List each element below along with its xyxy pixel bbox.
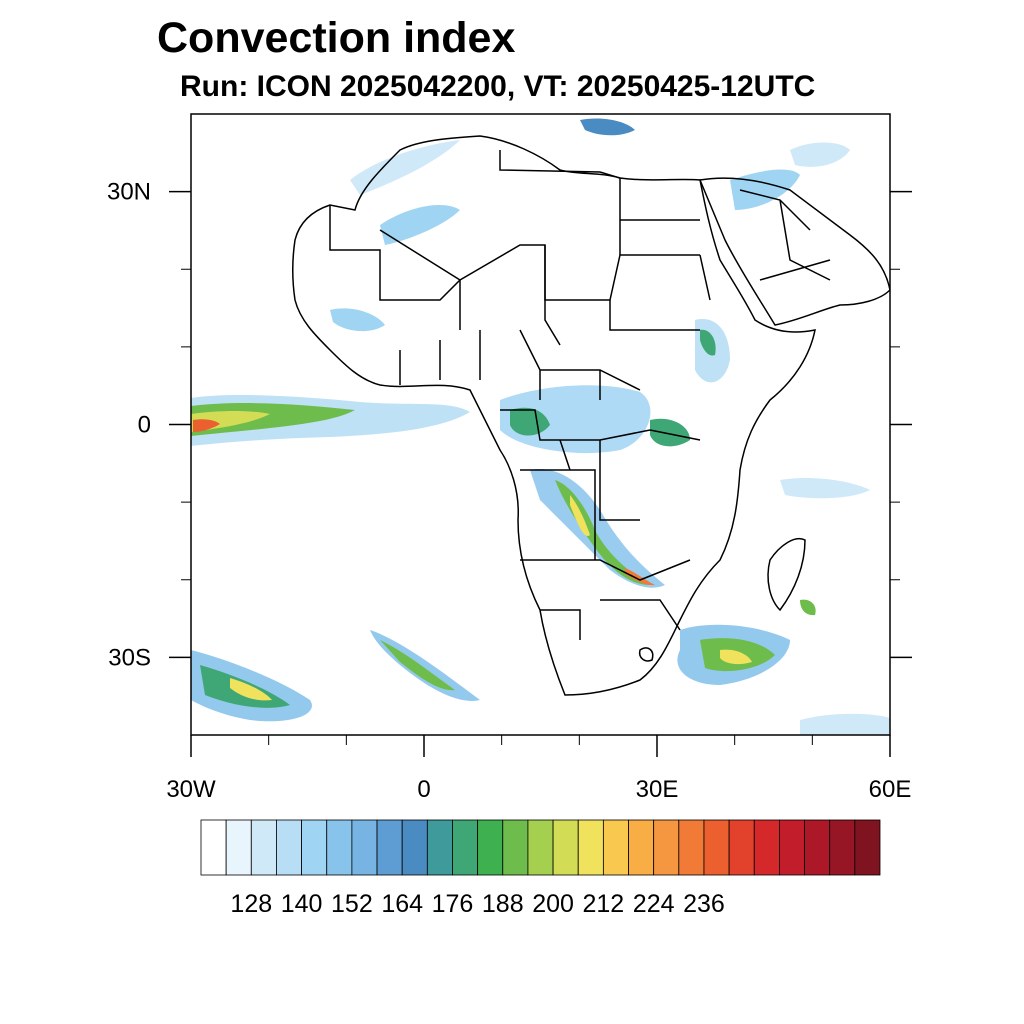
colorbar-swatch [602, 819, 629, 876]
convection-field [191, 118, 890, 735]
y-axis: 30N 0 30S [107, 179, 912, 671]
y-tick-label: 30N [107, 179, 151, 206]
colorbar-label: 164 [381, 890, 423, 918]
x-tick-label: 30E [636, 776, 679, 803]
colorbar-swatch [829, 819, 856, 876]
colorbar-swatch [552, 819, 579, 876]
colorbar-label: 200 [532, 890, 574, 918]
colorbar-swatch [577, 819, 604, 876]
colorbar [200, 819, 881, 876]
chart-subtitle: Run: ICON 2025042200, VT: 20250425-12UTC [180, 70, 816, 103]
colorbar-label: 176 [432, 890, 474, 918]
x-tick-label: 0 [417, 776, 430, 803]
colorbar-label: 152 [331, 890, 373, 918]
colorbar-swatch [653, 819, 680, 876]
colorbar-swatch [376, 819, 403, 876]
colorbar-swatch [678, 819, 705, 876]
colorbar-swatch [753, 819, 780, 876]
x-tick-label: 30W [166, 776, 216, 803]
colorbar-label: 128 [230, 890, 272, 918]
colorbar-swatch [628, 819, 655, 876]
y-tick-label: 30S [108, 644, 151, 671]
colorbar-swatch [426, 819, 453, 876]
colorbar-swatch [401, 819, 428, 876]
chart-title: Convection index [157, 14, 516, 62]
colorbar-swatch [703, 819, 730, 876]
colorbar-swatch [326, 819, 353, 876]
colorbar-label: 188 [482, 890, 524, 918]
colorbar-label: 212 [583, 890, 625, 918]
colorbar-swatch [527, 819, 554, 876]
colorbar-label: 140 [281, 890, 323, 918]
colorbar-swatch [728, 819, 755, 876]
colorbar-swatch [779, 819, 805, 876]
colorbar-swatch [452, 819, 479, 876]
colorbar-swatch [502, 819, 529, 876]
colorbar-swatch [854, 819, 881, 876]
colorbar-swatch [804, 819, 831, 876]
colorbar-label: 236 [683, 890, 725, 918]
x-tick-label: 60E [869, 776, 912, 803]
colorbar-swatch [301, 819, 328, 876]
colorbar-swatch [477, 819, 504, 876]
colorbar-swatch [250, 819, 277, 876]
y-tick-label: 0 [138, 412, 151, 439]
minor-ticks [181, 268, 900, 745]
colorbar-labels: 128 140 152 164 176 188 200 212 224 236 [230, 890, 724, 918]
colorbar-swatch [276, 819, 302, 876]
colorbar-swatch [200, 819, 227, 876]
coastlines [292, 135, 890, 696]
colorbar-swatch [351, 819, 378, 876]
x-axis: 30W 0 30E 60E [166, 735, 912, 803]
colorbar-swatch [225, 819, 252, 876]
colorbar-label: 224 [633, 890, 675, 918]
